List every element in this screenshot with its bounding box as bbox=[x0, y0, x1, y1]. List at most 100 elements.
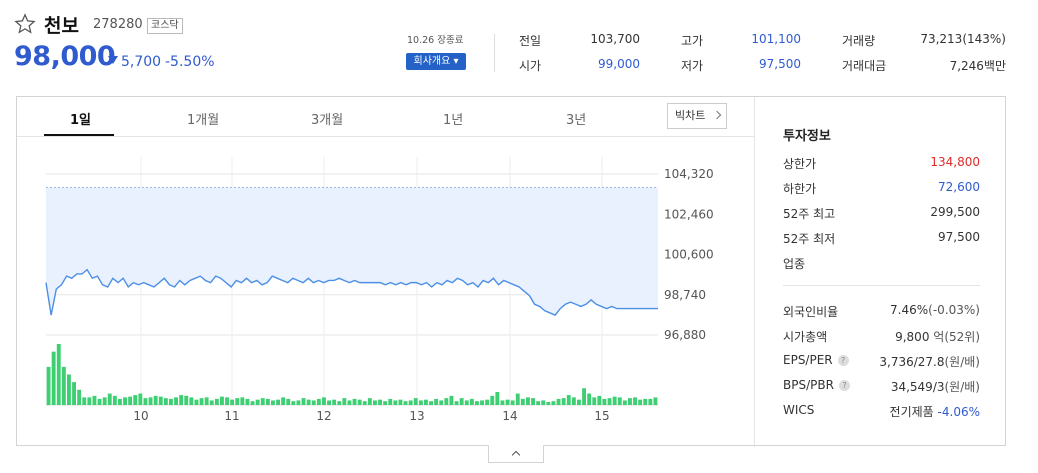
volume-bar bbox=[281, 397, 286, 405]
volume-label: 거래량 bbox=[842, 34, 876, 48]
volume-bar bbox=[653, 397, 658, 405]
volume-bar bbox=[316, 398, 321, 405]
volume-bar bbox=[153, 395, 158, 405]
volume-bar bbox=[67, 374, 71, 405]
high52-value: 299,500 bbox=[930, 205, 980, 219]
volume-bar bbox=[209, 400, 214, 405]
high52-row: 52주 최고 299,500 bbox=[783, 205, 980, 225]
volume-bar bbox=[480, 400, 484, 405]
volume-bar bbox=[51, 351, 56, 405]
volume-bar bbox=[72, 382, 76, 405]
volume-bar bbox=[184, 395, 189, 405]
bigchart-button[interactable]: 빅차트 bbox=[667, 103, 727, 129]
wics-row: WICS 전기제품 -4.06% bbox=[783, 403, 980, 423]
tab-1m[interactable]: 1개월 bbox=[187, 113, 220, 128]
panel-divider bbox=[754, 97, 755, 447]
chart-panel: 1일 1개월 3개월 1년 3년 빅차트 104,320 102,460 100,6… bbox=[16, 96, 1006, 447]
x-tick-label: 10 bbox=[133, 409, 148, 423]
chevron-up-icon bbox=[511, 450, 521, 460]
volume-bar bbox=[541, 400, 546, 405]
volume-bar bbox=[628, 398, 632, 405]
stock-code: 278280 bbox=[93, 17, 143, 32]
x-tick-label: 12 bbox=[316, 409, 331, 423]
tab-1y[interactable]: 1년 bbox=[443, 113, 464, 128]
upper-limit-value: 134,800 bbox=[930, 155, 980, 169]
tab-1d[interactable]: 1일 bbox=[70, 113, 92, 128]
market-cap-row: 시가총액 9,800 억(52위) bbox=[783, 328, 980, 348]
wics-sector[interactable]: 전기제품 bbox=[889, 405, 934, 419]
volume-bar bbox=[490, 395, 495, 405]
volume-bar bbox=[612, 396, 617, 405]
volume-bar bbox=[128, 396, 133, 405]
volume-bar bbox=[495, 392, 500, 405]
volume-bar bbox=[561, 398, 566, 405]
volume-bar bbox=[398, 399, 403, 405]
sector-row: 업종 bbox=[783, 255, 980, 275]
volume-bar bbox=[301, 398, 306, 405]
help-icon[interactable]: ? bbox=[838, 380, 850, 391]
low52-value: 97,500 bbox=[938, 230, 980, 244]
volume-bar bbox=[475, 401, 479, 405]
foreign-ratio-value: 7.46%(-0.03%) bbox=[890, 303, 980, 317]
upper-limit-label: 상한가 bbox=[783, 157, 817, 171]
bps-pbr-value: 34,549/3(원/배) bbox=[891, 378, 980, 395]
x-axis-labels: 10 11 12 13 14 15 bbox=[133, 409, 609, 423]
volume-bar bbox=[112, 395, 117, 405]
y-tick-label: 104,320 bbox=[664, 167, 714, 181]
volume-bar bbox=[240, 397, 245, 405]
foreign-ratio-change: (-0.03%) bbox=[928, 303, 980, 317]
y-tick-label: 100,600 bbox=[664, 248, 714, 262]
volume-bar bbox=[306, 399, 311, 405]
intraday-chart: 104,320 102,460 100,600 98,740 96,880 10 11 12… bbox=[45, 157, 714, 423]
tab-3m[interactable]: 3개월 bbox=[311, 113, 344, 128]
volume-bar bbox=[622, 400, 627, 405]
tab-3y[interactable]: 3년 bbox=[566, 113, 587, 128]
volume-bar bbox=[82, 397, 87, 405]
volume-bar bbox=[250, 401, 255, 405]
volume-bar bbox=[189, 397, 194, 405]
volume-bar bbox=[276, 399, 280, 405]
help-icon[interactable]: ? bbox=[837, 355, 849, 366]
volume-bar bbox=[362, 401, 367, 405]
volume-bar bbox=[408, 400, 413, 405]
y-tick-label: 98,740 bbox=[664, 288, 706, 302]
volume-bar bbox=[485, 399, 490, 405]
volume-bar bbox=[179, 395, 184, 405]
open-value: 99,000 bbox=[598, 57, 640, 71]
volume-bar bbox=[291, 401, 296, 405]
volume-bar bbox=[123, 397, 127, 405]
eps-per-row: EPS/PER? 3,736/27.8(원/배) bbox=[783, 353, 980, 373]
company-overview-button[interactable]: 회사개요 ▾ bbox=[406, 53, 466, 70]
low52-label: 52주 최저 bbox=[783, 232, 836, 246]
volume-bar bbox=[46, 366, 51, 405]
eps-per-value: 3,736/27.8(원/배) bbox=[879, 353, 980, 370]
sector-label: 업종 bbox=[783, 257, 806, 271]
volume-bar bbox=[260, 398, 265, 405]
eps-per-label-wrap: EPS/PER? bbox=[783, 353, 849, 367]
open-label: 시가 bbox=[519, 59, 542, 73]
x-tick-label: 15 bbox=[594, 409, 609, 423]
y-axis-labels: 104,320 102,460 100,600 98,740 96,880 bbox=[664, 167, 714, 342]
volume-bar bbox=[577, 399, 581, 405]
high52-label: 52주 최고 bbox=[783, 207, 836, 221]
low52-row: 52주 최저 97,500 bbox=[783, 230, 980, 250]
volume-bar bbox=[271, 400, 275, 405]
change-percent: -5.50% bbox=[165, 54, 215, 70]
volume-bar bbox=[571, 397, 576, 405]
change-amount: 5,700 bbox=[121, 54, 162, 70]
volume-bar bbox=[148, 397, 153, 405]
volume-bar bbox=[378, 399, 382, 405]
volume-bar bbox=[500, 400, 505, 405]
volume-bar bbox=[592, 397, 597, 405]
collapse-button[interactable] bbox=[488, 445, 544, 463]
volume-bar bbox=[102, 397, 107, 405]
volume-bar bbox=[311, 400, 316, 405]
volume-value: 73,213(143%) bbox=[920, 32, 1006, 46]
favorite-star-icon[interactable] bbox=[14, 13, 36, 35]
period-tabs: 1일 1개월 3개월 1년 3년 빅차트 bbox=[17, 97, 754, 137]
eps-per-label: EPS/PER bbox=[783, 353, 833, 367]
header-divider bbox=[494, 34, 495, 72]
volume-bar bbox=[439, 400, 444, 405]
wics-label: WICS bbox=[783, 403, 815, 417]
stock-name: 천보 bbox=[44, 15, 79, 37]
